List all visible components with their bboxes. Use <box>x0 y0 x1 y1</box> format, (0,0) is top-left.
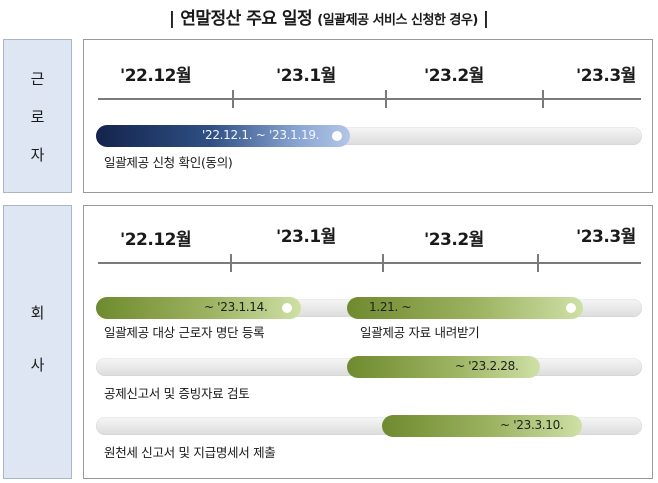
schedule-bar-text: ~ '23.3.10. <box>500 418 564 432</box>
schedule-bar-consent: '22.12.1. ~ '23.1.19. <box>96 125 350 147</box>
schedule-bar-text: ~ '23.2.28. <box>455 359 519 373</box>
worker-label-char: 근 <box>30 70 45 88</box>
schedule-bar-register: ~ '23.1.14. <box>96 297 301 319</box>
company-label-char: 회 <box>30 304 45 322</box>
timeline-tick <box>230 254 232 272</box>
timeline-tick <box>537 254 539 272</box>
schedule-caption: 원천세 신고서 및 지급명세서 제출 <box>104 445 276 460</box>
worker-timeline-panel: '22.12월 '23.1월 '23.2월 '23.3월 '22.12.1. ~… <box>83 39 653 193</box>
schedule-bar-text: '22.12.1. ~ '23.1.19. <box>202 128 320 142</box>
bar-end-dot <box>332 131 342 141</box>
schedule-caption: 일괄제공 신청 확인(동의) <box>104 155 233 170</box>
company-side-label: 회 사 <box>3 205 72 479</box>
schedule-bar-submit: ~ '23.3.10. <box>382 415 582 437</box>
timeline-tick <box>542 90 544 108</box>
schedule-bar-text: 1.21. ~ <box>369 300 412 314</box>
schedule-bar-download: 1.21. ~ <box>347 297 583 319</box>
company-label-char: 사 <box>30 356 45 374</box>
schedule-caption: 일괄제공 대상 근로자 명단 등록 <box>104 325 265 340</box>
title-sub: (일괄제공 서비스 신청한 경우) <box>317 13 478 28</box>
bar-end-dot <box>282 303 292 313</box>
title-main: 연말정산 주요 일정 <box>180 9 313 29</box>
month-label: '23.3월 <box>576 227 636 247</box>
month-label: '23.3월 <box>576 66 636 86</box>
schedule-caption: 공제신고서 및 증빙자료 검토 <box>104 386 250 401</box>
timeline-tick <box>382 254 384 272</box>
timeline-tick <box>232 90 234 108</box>
worker-label-char: 로 <box>30 108 45 126</box>
worker-side-label: 근 로 자 <box>3 39 72 193</box>
schedule-bar-review: ~ '23.2.28. <box>347 356 540 378</box>
month-label: '23.1월 <box>276 227 336 247</box>
month-label: '23.1월 <box>276 66 336 86</box>
page-title: | 연말정산 주요 일정 (일괄제공 서비스 신청한 경우) | <box>0 4 658 29</box>
schedule-caption: 일괄제공 자료 내려받기 <box>360 325 480 340</box>
timeline-tick <box>385 90 387 108</box>
month-label: '23.2월 <box>424 66 484 86</box>
company-timeline-panel: '22.12월 '23.1월 '23.2월 '23.3월 ~ '23.1.14.… <box>83 205 653 479</box>
worker-label-char: 자 <box>30 146 45 164</box>
month-label: '22.12월 <box>120 66 192 86</box>
schedule-bar-text: ~ '23.1.14. <box>204 300 268 314</box>
title-bar-left: | <box>168 9 176 29</box>
month-label: '23.2월 <box>424 230 484 250</box>
month-label: '22.12월 <box>120 230 192 250</box>
timeline-axis <box>98 98 641 100</box>
bar-end-dot <box>566 303 576 313</box>
title-bar-right: | <box>482 9 490 29</box>
timeline-axis <box>98 262 641 264</box>
